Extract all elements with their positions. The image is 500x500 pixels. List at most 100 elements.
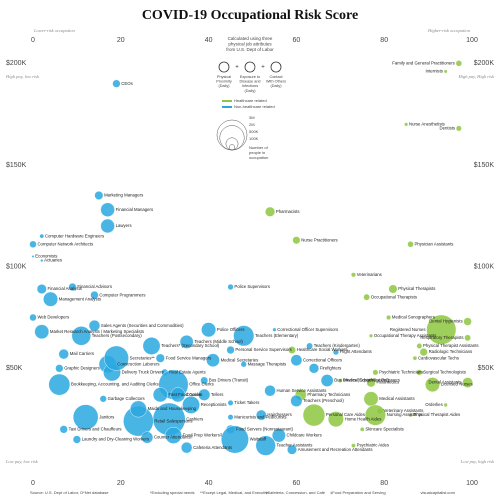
bubble	[94, 191, 104, 200]
bubble-label: Physician Assistants	[415, 241, 454, 246]
bubble-label: Counter Attendants†	[154, 435, 194, 440]
bubble-label: Couriers	[186, 392, 202, 397]
bubble	[141, 431, 154, 444]
bubble-label: Management Analysts	[59, 296, 101, 301]
bubble	[200, 376, 209, 385]
bubble	[142, 337, 161, 355]
bubble-label: Correctional Officer Supervisors	[277, 327, 338, 332]
bubble	[388, 284, 398, 294]
bubble-label: Waitstaff	[250, 437, 267, 442]
bubble-label: Personal Service Supervisors	[235, 347, 291, 352]
bubble-label: Flight Attendants	[340, 349, 372, 354]
bubble-label: Sales Agents (Securities and Commodities…	[101, 323, 184, 328]
bubble	[386, 315, 392, 320]
bubble-label: Psychiatric Technicians	[379, 370, 423, 375]
bubble-label: Taxi Drivers and Chauffeurs	[69, 426, 122, 431]
bubble	[152, 387, 168, 403]
bubble	[58, 348, 69, 360]
svg-text:+: +	[235, 65, 239, 71]
bubble	[39, 233, 45, 239]
bubble-label: Cashiers	[186, 416, 203, 421]
y-tick-label: $100K	[474, 264, 495, 271]
bubble	[443, 69, 448, 74]
bubble-label: Teachers (Elementary)	[255, 333, 299, 338]
bubble-label: Veterinary Assistants	[384, 408, 424, 413]
bubble	[287, 444, 297, 455]
bubble-label: Licensed Nurses	[441, 382, 473, 387]
bubble-label: Childcare Workers	[287, 433, 322, 438]
y-tick-label: $150K	[474, 162, 495, 169]
x-tick-label: 0	[31, 37, 35, 44]
size-legend-label: 3M	[249, 115, 255, 120]
bubble	[206, 353, 220, 367]
bubble-label: Home Health Aides	[345, 416, 382, 421]
bubble	[306, 342, 313, 350]
size-legend-circle	[225, 137, 239, 151]
bubble-label: Manicurists and Pedicurists	[234, 414, 286, 419]
bubble	[36, 284, 47, 294]
bubble	[407, 241, 414, 248]
bubble	[463, 317, 472, 326]
bubble-label: Amusement and Recreation Attendants	[298, 447, 373, 452]
bubble-label: Computer Network Architects	[37, 241, 93, 246]
bubble-label: Surgical Technologists	[423, 370, 466, 375]
bubble-label: Economists	[35, 254, 57, 259]
y-tick-label: $150K	[6, 162, 27, 169]
bubble-label: Registered Nurses	[390, 327, 426, 332]
bubble	[412, 355, 418, 361]
bubble-label: Web Developers	[37, 315, 69, 320]
bubble	[372, 369, 379, 376]
footnote: Source: U.S. Dept of Labor, O*Net databa…	[30, 490, 109, 495]
bubble	[182, 396, 200, 414]
bubble	[40, 258, 44, 263]
bubble-label: Laundry and Dry-Cleaning Workers	[82, 437, 149, 442]
bubble-label: Personal Care Aides	[326, 412, 365, 417]
bubble-label: Food Prep Workers‡	[183, 433, 223, 438]
bubble-label: Respiratory Therapists	[420, 335, 463, 340]
bubble-label: Cafeteria Attendants	[193, 445, 232, 450]
bubble-label: Delivery Truck Drivers	[122, 370, 164, 375]
x-tick-label: 20	[117, 480, 125, 487]
x-tick-label: 80	[380, 480, 388, 487]
bubble-label: Secretaries**	[130, 355, 155, 360]
bubble-label: Pharmacists	[276, 209, 300, 214]
bubble-label: Garbage Collectors	[108, 396, 145, 401]
footnote: †Cafeteria, Concession, and Café	[265, 490, 326, 495]
size-legend-label: 500K	[249, 129, 259, 134]
bubble	[366, 377, 376, 388]
bubble	[255, 409, 267, 421]
attribute-label: With Others	[266, 80, 286, 84]
y-tick-label: $100K	[6, 264, 27, 271]
bubble-labels: Family and General Practitioners Internis…	[35, 60, 478, 451]
bubble	[227, 414, 234, 421]
y-tick-label: $200K	[6, 60, 27, 67]
bubble-label: Medical Secretaries	[221, 357, 259, 362]
bubble-label: Massage Therapists	[248, 361, 287, 366]
bubble-label: Dental Hygienists	[429, 319, 462, 324]
attribute-label: (Daily)	[245, 89, 257, 93]
bubble	[165, 427, 182, 444]
bubble	[443, 402, 448, 408]
bubble-label: Physical Therapist Assistants	[423, 343, 479, 348]
attribute-label: Physical	[217, 75, 231, 79]
bubble-label: Graphic Designers	[64, 365, 100, 370]
bubble	[265, 206, 276, 217]
svg-text:+: +	[261, 65, 265, 71]
bubble	[308, 363, 320, 374]
bubble-label: Orderlies	[425, 402, 442, 407]
bubble-label: Cardiovascular Techs	[418, 355, 459, 360]
bubble-label: Bus Drivers (Transit)	[209, 378, 249, 383]
bubble-label: Teachers (Kindergarten)	[314, 343, 361, 348]
bubble	[155, 353, 165, 363]
corner-label: Low pay, low risk	[5, 459, 39, 465]
bubble-label: Family and General Practitioners	[392, 60, 455, 65]
bubble-label: Financial Advisors	[77, 284, 112, 289]
bubble-label: Police Officers	[217, 327, 245, 332]
x-tick-label: 60	[293, 480, 301, 487]
bubble	[29, 240, 37, 248]
bubble-label: Financial Managers	[116, 207, 154, 212]
bubble	[332, 348, 339, 356]
bubble-label: Teachers* (Secondary School)	[161, 343, 220, 348]
bubble-label: Veterinarians	[357, 272, 382, 277]
bubble	[103, 345, 129, 371]
